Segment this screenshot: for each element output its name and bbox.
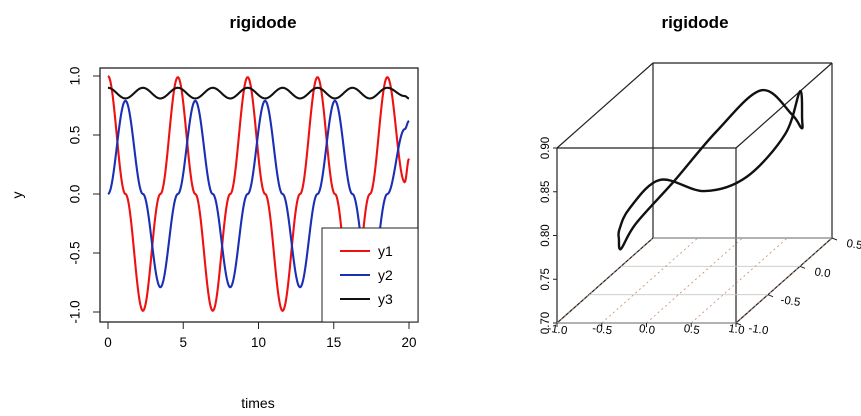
- x-tick-label: 15: [326, 335, 341, 350]
- y-tick-label: -0.5: [780, 294, 801, 309]
- time-series-plot: rigidode times y 0 5 10 15 20 -1.0 -0.5 0.0 0.5 1…: [9, 13, 419, 411]
- y-tick-label: 0.5: [846, 238, 861, 252]
- z-tick-label: 0.70: [540, 312, 552, 334]
- y-tick-label: -0.5: [68, 241, 83, 264]
- y-tick-label: -1.0: [748, 323, 769, 338]
- y-tick-label: 0.0: [814, 266, 832, 280]
- z-tick-label: 0.90: [540, 137, 552, 159]
- y2-line: [107, 99, 410, 289]
- x-tick-label: 5: [179, 335, 187, 350]
- x-tick-label: 1.0: [728, 323, 746, 337]
- x-tick-label: 20: [401, 335, 416, 350]
- x-tick-label: 0.0: [638, 323, 656, 337]
- floor-grid-line: [601, 237, 699, 324]
- trajectory-curve: [617, 89, 804, 251]
- legend-label: y1: [378, 243, 393, 259]
- legend-label: y3: [378, 291, 393, 307]
- y-tick-mark: [735, 322, 742, 326]
- box-edge: [556, 62, 654, 149]
- x-tick-label: -0.5: [592, 323, 613, 338]
- floor-grid-line: [735, 237, 833, 324]
- z-tick-label: 0.80: [540, 224, 552, 246]
- x-tick-label: 0: [104, 335, 112, 350]
- right-chart-title: rigidode: [661, 13, 728, 32]
- y-tick-label: 1.0: [68, 67, 83, 86]
- floor-grid-line: [646, 237, 743, 324]
- floor-grid-line: [556, 237, 654, 324]
- y3-line: [107, 86, 410, 100]
- 3d-scatter-plot: rigidode -1.0 -0.5 0.0 0.5 1.0 -1.0-0.50.00.5…: [540, 13, 861, 337]
- x-tick-label: 0.5: [683, 323, 701, 337]
- y-tick-mark: [831, 237, 838, 241]
- y-tick-mark: [799, 265, 806, 269]
- z-tick-label: 0.85: [540, 181, 552, 203]
- y-tick-label: 0.0: [68, 185, 83, 204]
- z-tick-label: 0.75: [540, 268, 552, 290]
- legend-label: y2: [378, 267, 393, 283]
- y-tick-mark: [767, 294, 774, 298]
- y-axis-label: y: [9, 192, 25, 199]
- x-tick-label: -1.0: [547, 323, 568, 338]
- left-chart-title: rigidode: [229, 13, 296, 32]
- x-axis-label: times: [241, 395, 274, 411]
- x-tick-label: 10: [251, 335, 266, 350]
- y-tick-label: 0.5: [68, 126, 83, 145]
- y-tick-label: -1.0: [68, 300, 83, 323]
- box-edge: [556, 237, 654, 324]
- floor-grid-line: [690, 237, 788, 324]
- box-edge: [735, 237, 833, 324]
